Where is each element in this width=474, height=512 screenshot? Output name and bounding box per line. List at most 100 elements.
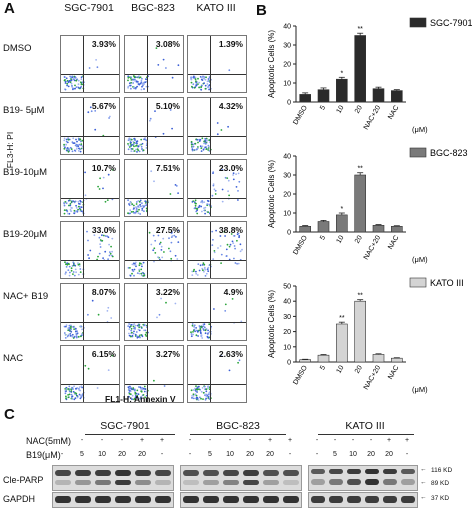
flow-event (133, 323, 136, 325)
flow-event (111, 255, 114, 258)
flow-event (65, 140, 68, 143)
flow-event (214, 189, 217, 192)
nac-mark: - (120, 437, 124, 444)
x-tick-label: 20 (354, 234, 364, 244)
flow-event (192, 83, 195, 85)
bar (354, 35, 366, 103)
flow-event (127, 79, 129, 82)
flow-event (191, 395, 193, 397)
unit-label: (μM) (412, 125, 428, 134)
flow-event (191, 201, 194, 203)
flow-event (220, 354, 223, 357)
flow-event (63, 325, 66, 328)
band (401, 479, 415, 485)
flow-event (134, 391, 137, 394)
x-tick-label: 10 (336, 234, 346, 244)
flow-event (193, 201, 196, 203)
flow-event (80, 140, 82, 143)
flow-plot: 10.7% (60, 159, 120, 217)
flow-event (73, 209, 76, 212)
flow-event (80, 335, 82, 338)
flow-event (211, 230, 214, 233)
flow-event (128, 328, 131, 330)
bar-chart-bgc: 0 10 20 30 40 Apoptotic Cells (%) DMSO 5 * 10 ** 20… (267, 147, 468, 264)
flow-event (205, 328, 208, 330)
flow-event (201, 267, 204, 270)
flow-event (68, 212, 71, 215)
flow-event (193, 86, 196, 89)
flow-event (139, 336, 141, 339)
flow-event (192, 394, 195, 397)
flow-event (175, 236, 177, 238)
band (223, 480, 239, 485)
x-tick-label: 10 (336, 364, 346, 374)
quadrant-line-v (83, 160, 84, 216)
wb-head-kato: KATO III (345, 420, 385, 432)
b19-mark: - (405, 451, 409, 458)
flow-event (205, 390, 208, 393)
flow-event (81, 328, 83, 331)
flow-event (140, 138, 143, 141)
flow-event (99, 243, 101, 245)
flow-event (169, 250, 172, 253)
flow-event (73, 326, 76, 328)
flow-event (128, 326, 131, 329)
flow-event (80, 143, 83, 145)
band (347, 496, 361, 503)
flow-event (162, 58, 165, 61)
band (401, 469, 415, 474)
flow-event (213, 188, 216, 191)
flow-event (70, 201, 73, 203)
flow-event (204, 140, 207, 142)
nac-mark: + (386, 437, 392, 444)
band (365, 479, 379, 485)
y-tick-label: 10 (283, 344, 291, 351)
flow-event (139, 397, 142, 400)
flow-event (232, 174, 234, 176)
band (283, 480, 299, 485)
flow-event (130, 87, 132, 90)
flow-event (207, 270, 210, 273)
flow-event (134, 261, 137, 264)
flow-event (67, 138, 70, 141)
flow-event (129, 212, 132, 215)
quadrant-line-v (147, 222, 148, 278)
flow-event (191, 146, 194, 149)
flow-event (201, 145, 204, 148)
flow-event (74, 87, 76, 90)
flow-event (128, 334, 131, 337)
flow-event (223, 231, 226, 233)
flow-event (134, 211, 137, 214)
flow-event (237, 199, 239, 201)
b19-mark: 20 (266, 451, 274, 458)
flow-event (66, 262, 69, 265)
flow-event (79, 394, 82, 397)
flow-event (156, 316, 158, 319)
flow-event (63, 145, 66, 148)
flow-event (232, 235, 235, 237)
flow-event (154, 252, 157, 254)
flow-event (102, 187, 104, 190)
flow-event (198, 329, 200, 332)
flow-event (80, 206, 83, 209)
flow-event (224, 310, 227, 312)
flow-event (67, 329, 70, 332)
nac-mark: - (60, 437, 64, 444)
flow-event (190, 81, 193, 84)
flow-event (76, 145, 78, 148)
flow-event (73, 263, 75, 265)
flow-event (128, 388, 130, 390)
flow-event (143, 385, 146, 388)
flow-event (232, 242, 235, 244)
flow-event (96, 387, 99, 389)
flow-event (137, 336, 140, 338)
quadrant-line-h (125, 322, 183, 323)
flow-event (232, 172, 235, 175)
flow-event (76, 140, 78, 143)
band (223, 470, 239, 476)
band (401, 496, 415, 503)
flow-event (196, 212, 199, 215)
flow-event (135, 86, 137, 89)
flow-event (77, 273, 80, 276)
flow-event (224, 235, 226, 237)
